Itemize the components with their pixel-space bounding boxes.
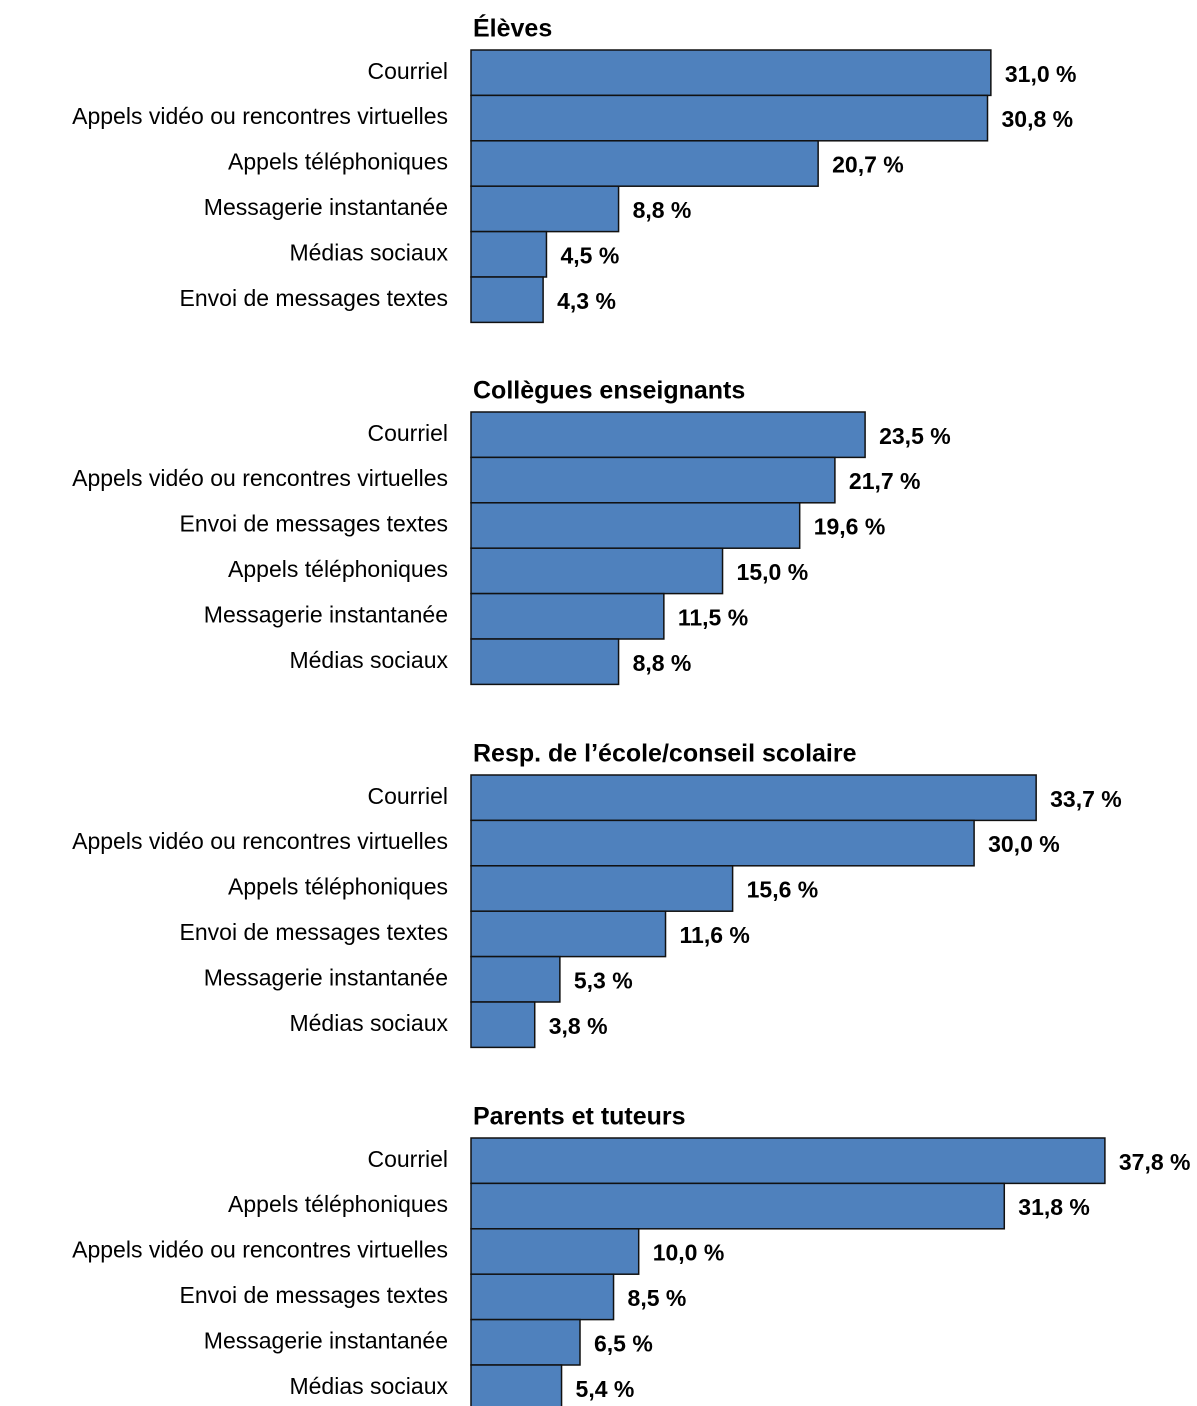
value-label: 8,8 %	[633, 197, 692, 223]
category-label: Messagerie instantanée	[204, 601, 448, 627]
bar	[470, 774, 1037, 822]
value-label: 8,5 %	[628, 1285, 687, 1311]
value-label: 30,0 %	[988, 831, 1060, 857]
category-label: Envoi de messages textes	[180, 285, 448, 311]
category-label: Courriel	[367, 58, 448, 84]
value-label: 20,7 %	[832, 152, 904, 178]
category-label: Appels vidéo ou rencontres virtuelles	[72, 103, 448, 129]
chart-title: Parents et tuteurs	[473, 1103, 686, 1131]
bar	[470, 638, 620, 686]
value-label: 6,5 %	[594, 1330, 653, 1356]
value-label: 23,5 %	[879, 423, 951, 449]
value-label: 33,7 %	[1050, 786, 1122, 812]
bar	[470, 456, 836, 504]
category-label: Messagerie instantanée	[204, 194, 448, 220]
category-label: Appels vidéo ou rencontres virtuelles	[72, 828, 448, 854]
category-label: Médias sociaux	[289, 647, 448, 673]
value-label: 31,8 %	[1018, 1194, 1090, 1220]
bar	[470, 1318, 581, 1366]
bar	[470, 230, 548, 278]
bar	[470, 955, 561, 1003]
chart-title: Élèves	[473, 14, 552, 43]
category-label: Médias sociaux	[289, 1010, 448, 1036]
category-label: Courriel	[367, 420, 448, 446]
bar	[470, 910, 667, 958]
bar	[470, 49, 992, 97]
category-label: Envoi de messages textes	[180, 919, 448, 945]
bar	[470, 865, 734, 912]
value-label: 15,6 %	[747, 877, 819, 903]
value-label: 31,0 %	[1005, 61, 1077, 87]
bar	[470, 411, 866, 459]
bar	[470, 1273, 615, 1321]
bar	[470, 1182, 1006, 1230]
value-label: 11,5 %	[678, 604, 748, 630]
value-label: 3,8 %	[549, 1013, 608, 1039]
bar	[470, 547, 724, 595]
category-label: Appels téléphoniques	[228, 149, 448, 175]
category-label: Appels téléphoniques	[228, 556, 448, 582]
value-label: 37,8 %	[1119, 1149, 1191, 1175]
category-label: Envoi de messages textes	[180, 1282, 448, 1308]
bar	[470, 1137, 1106, 1185]
value-label: 5,4 %	[576, 1376, 635, 1402]
bar	[470, 819, 975, 867]
chart-title: Collègues enseignants	[473, 377, 745, 405]
value-label: 15,0 %	[737, 559, 809, 585]
category-label: Appels téléphoniques	[228, 874, 448, 900]
bar	[470, 185, 620, 233]
category-label: Appels téléphoniques	[228, 1191, 448, 1217]
category-label: Médias sociaux	[289, 1373, 448, 1399]
bar	[470, 94, 989, 142]
value-label: 4,3 %	[557, 288, 616, 314]
bar	[470, 592, 665, 640]
value-label: 30,8 %	[1002, 106, 1074, 132]
category-label: Appels vidéo ou rencontres virtuelles	[72, 465, 448, 491]
bar	[470, 1001, 536, 1049]
value-label: 5,3 %	[574, 967, 633, 993]
category-label: Messagerie instantanée	[204, 964, 448, 990]
category-label: Courriel	[367, 783, 448, 809]
bar	[470, 1364, 563, 1406]
category-label: Appels vidéo ou rencontres virtuelles	[72, 1237, 448, 1263]
value-label: 11,6 %	[680, 922, 750, 948]
category-label: Messagerie instantanée	[204, 1327, 448, 1353]
value-label: 19,6 %	[814, 514, 886, 540]
chart-title: Resp. de l’école/conseil scolaire	[473, 740, 857, 768]
value-label: 21,7 %	[849, 468, 921, 494]
value-label: 4,5 %	[560, 242, 619, 268]
category-label: Courriel	[367, 1146, 448, 1172]
value-label: 10,0 %	[653, 1240, 725, 1266]
category-label: Envoi de messages textes	[180, 511, 448, 537]
bar	[470, 1228, 640, 1275]
value-label: 8,8 %	[633, 650, 692, 676]
bar	[470, 502, 801, 549]
bar	[470, 276, 544, 324]
bar	[470, 140, 819, 187]
category-label: Médias sociaux	[289, 239, 448, 265]
